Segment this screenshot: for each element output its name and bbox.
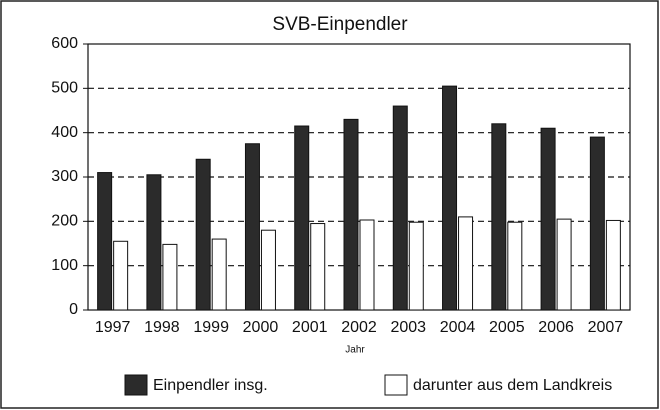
x-tick-label: 2004 [440,319,476,336]
y-tick-label: 600 [51,35,78,52]
bar [162,243,178,311]
x-tick-label: 2001 [292,319,328,336]
bar [294,125,310,311]
legend-label: Einpendler insg. [153,377,268,394]
x-axis-label: Jahr [345,345,365,356]
bar [491,123,507,311]
bar [605,219,621,311]
bar [97,172,113,311]
legend-label: darunter aus dem Landkreis [413,377,612,394]
legend-swatch [384,374,408,396]
bar [540,127,556,311]
x-tick-label: 1997 [95,319,131,336]
x-tick-label: 2000 [243,319,279,336]
x-tick-label: 2005 [489,319,525,336]
x-tick-label: 1999 [193,319,229,336]
x-tick-label: 2006 [538,319,574,336]
bar [507,221,523,311]
x-tick-label: 2002 [341,319,377,336]
bar [146,174,162,311]
bar [343,118,359,311]
bar [310,223,326,311]
y-tick-label: 400 [51,124,78,141]
bar [113,240,129,311]
x-tick-label: 1998 [144,319,180,336]
y-tick-label: 100 [51,257,78,274]
bar [359,219,375,311]
bar [244,143,260,311]
y-tick-label: 200 [51,213,78,230]
bar [589,136,605,311]
bar [211,238,227,311]
bar [442,85,458,311]
x-tick-label: 2007 [588,319,624,336]
y-tick-label: 0 [69,301,78,318]
bar [408,221,424,311]
bar [458,216,474,311]
bar [556,218,572,311]
chart-title: SVB-Einpendler [272,14,408,35]
bar [195,158,211,311]
x-tick-label: 2003 [390,319,426,336]
y-tick-label: 500 [51,80,78,97]
bar [260,229,276,311]
legend-swatch [124,374,148,396]
y-tick-label: 300 [51,168,78,185]
bar [392,105,408,311]
